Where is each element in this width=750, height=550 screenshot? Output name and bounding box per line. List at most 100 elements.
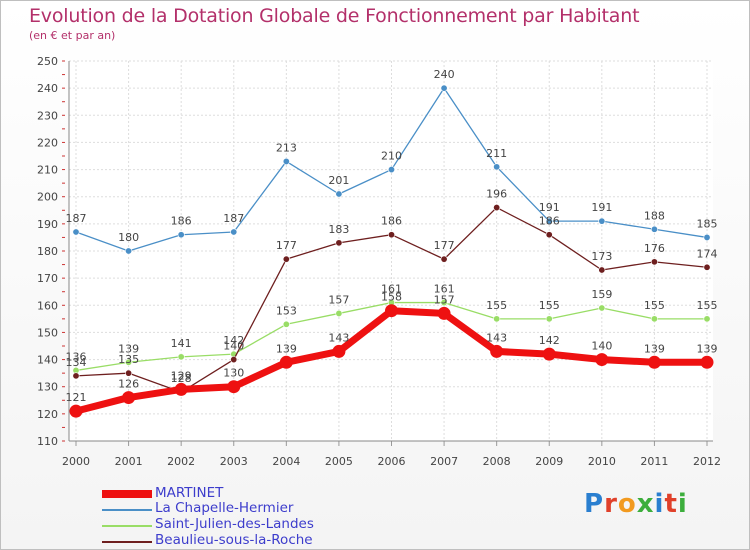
data-point xyxy=(703,233,711,241)
data-point xyxy=(440,84,448,92)
x-tick-label: 2005 xyxy=(325,455,353,468)
data-point xyxy=(703,263,711,271)
data-label: 187 xyxy=(223,212,244,225)
data-point xyxy=(282,157,290,165)
data-label: 177 xyxy=(276,239,297,252)
x-tick-label: 2002 xyxy=(167,455,195,468)
data-point xyxy=(174,382,188,396)
data-point xyxy=(72,228,80,236)
data-label: 143 xyxy=(328,331,349,344)
data-label: 161 xyxy=(381,283,402,296)
y-tick-label: 230 xyxy=(37,109,58,122)
data-label: 155 xyxy=(486,299,507,312)
y-tick-label: 160 xyxy=(37,299,58,312)
data-label: 183 xyxy=(328,223,349,236)
data-point xyxy=(385,304,398,318)
x-tick-label: 2007 xyxy=(430,455,458,468)
data-point xyxy=(437,306,451,320)
logo-letter: P xyxy=(584,489,605,519)
logo-letter: r xyxy=(604,489,618,519)
data-point xyxy=(227,380,241,394)
data-label: 129 xyxy=(171,369,192,382)
data-label: 153 xyxy=(276,304,297,317)
x-tick-label: 2010 xyxy=(588,455,616,468)
data-point xyxy=(490,344,504,358)
data-label: 176 xyxy=(644,242,665,255)
chart-title: Evolution de la Dotation Globale de Fonc… xyxy=(29,5,640,27)
data-label: 155 xyxy=(539,299,560,312)
data-label: 128 xyxy=(171,372,192,385)
x-tick-label: 2000 xyxy=(62,455,90,468)
data-label: 139 xyxy=(697,342,718,355)
data-point xyxy=(545,217,553,225)
data-point xyxy=(598,217,606,225)
data-point xyxy=(650,258,658,266)
data-label: 196 xyxy=(486,188,507,201)
data-label: 143 xyxy=(486,331,507,344)
data-label: 157 xyxy=(328,293,349,306)
data-point xyxy=(387,231,395,239)
logo-letter: i xyxy=(677,489,688,519)
data-label: 130 xyxy=(223,367,244,380)
data-label: 139 xyxy=(118,342,139,355)
data-label: 186 xyxy=(539,215,560,228)
data-point xyxy=(647,355,661,369)
data-point xyxy=(69,404,83,418)
proxiti-logo: Proxiti xyxy=(584,489,688,519)
legend-label: Beaulieu-sous-la-Roche xyxy=(155,532,313,548)
data-label: 140 xyxy=(591,340,612,353)
logo-letter: i xyxy=(654,489,665,519)
data-point xyxy=(335,239,343,247)
data-point xyxy=(387,166,395,174)
y-tick-label: 110 xyxy=(37,435,58,448)
data-label: 158 xyxy=(381,291,402,304)
data-label: 177 xyxy=(434,239,455,252)
data-label: 157 xyxy=(434,293,455,306)
data-label: 185 xyxy=(697,217,718,230)
y-tick-label: 190 xyxy=(37,218,58,231)
data-label: 142 xyxy=(539,334,560,347)
data-point xyxy=(545,231,553,239)
legend-label: Saint-Julien-des-Landes xyxy=(155,516,314,532)
data-label: 159 xyxy=(591,288,612,301)
data-point xyxy=(125,369,133,377)
data-point xyxy=(440,299,448,307)
x-tick-label: 2003 xyxy=(220,455,248,468)
data-label: 136 xyxy=(66,350,87,363)
data-label: 142 xyxy=(223,334,244,347)
y-tick-label: 150 xyxy=(37,326,58,339)
legend-swatch xyxy=(102,490,152,498)
data-point xyxy=(598,304,606,312)
data-label: 141 xyxy=(171,337,192,350)
data-point xyxy=(545,315,553,323)
data-point xyxy=(700,355,714,369)
data-label: 240 xyxy=(434,68,455,81)
data-point xyxy=(125,247,133,255)
data-label: 201 xyxy=(328,174,349,187)
data-label: 139 xyxy=(276,342,297,355)
data-label: 186 xyxy=(381,215,402,228)
data-label: 186 xyxy=(171,215,192,228)
y-tick-label: 200 xyxy=(37,191,58,204)
logo-letter: x xyxy=(636,489,655,519)
data-label: 173 xyxy=(591,250,612,263)
data-label: 210 xyxy=(381,150,402,163)
data-label: 191 xyxy=(591,201,612,214)
data-label: 174 xyxy=(697,247,718,260)
data-point xyxy=(542,347,556,361)
data-point xyxy=(703,315,711,323)
x-tick-label: 2001 xyxy=(115,455,143,468)
data-label: 155 xyxy=(644,299,665,312)
y-tick-label: 210 xyxy=(37,164,58,177)
x-tick-label: 2012 xyxy=(693,455,721,468)
data-point xyxy=(493,163,501,171)
chart-subtitle: (en € et par an) xyxy=(29,29,116,42)
x-tick-label: 2009 xyxy=(535,455,563,468)
data-label: 126 xyxy=(118,378,139,391)
y-tick-label: 140 xyxy=(37,354,58,367)
data-label: 155 xyxy=(697,299,718,312)
legend-label: La Chapelle-Hermier xyxy=(155,500,294,516)
data-point xyxy=(125,358,133,366)
data-point xyxy=(440,255,448,263)
